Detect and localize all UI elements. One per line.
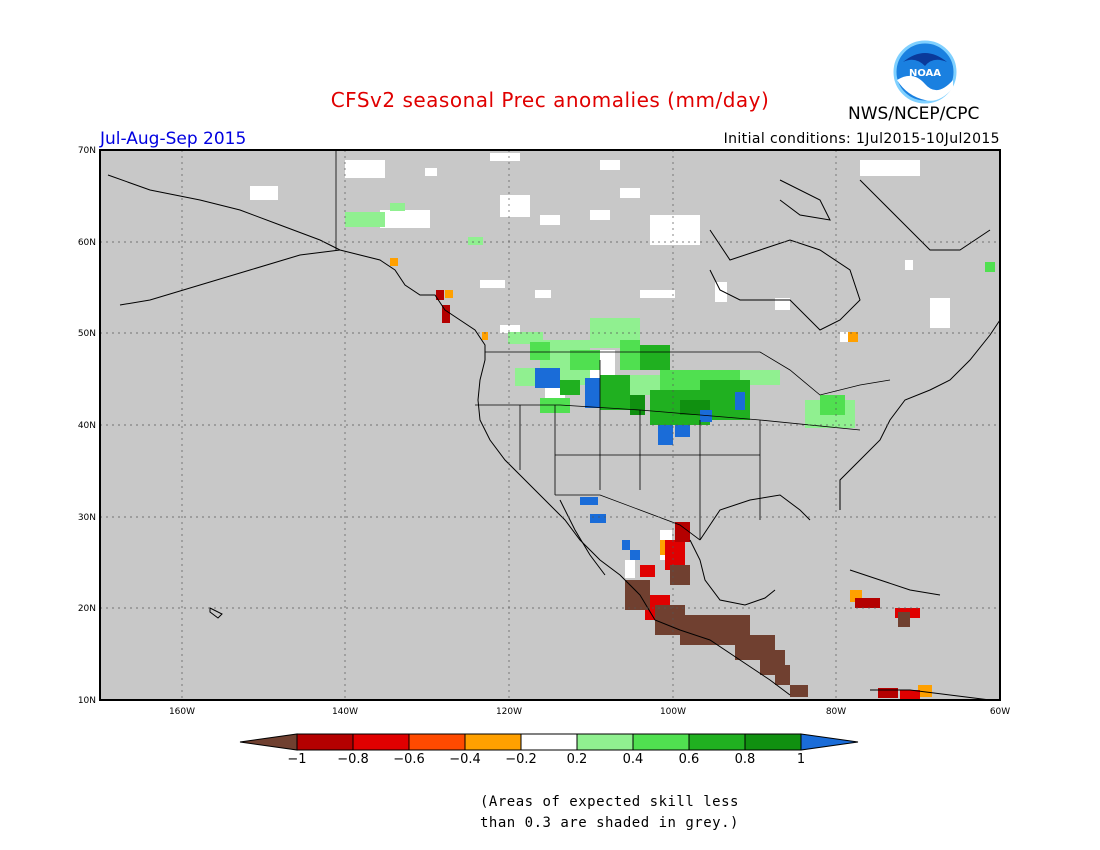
colorbar-tick: −0.4 xyxy=(449,752,481,767)
colorbar-segment xyxy=(632,733,690,751)
colorbar-tick: 0.2 xyxy=(566,752,588,767)
lat-label-30n: 30N xyxy=(78,513,96,523)
colorbar-segment xyxy=(576,733,634,751)
period-label: Jul-Aug-Sep 2015 xyxy=(100,129,247,149)
colorbar-high-arrow xyxy=(800,733,859,751)
logo-text: NOAA xyxy=(909,68,941,79)
lon-label-100w: 100W xyxy=(660,707,686,717)
negative-cells-darkred xyxy=(436,290,898,698)
lat-label-20n: 20N xyxy=(78,604,96,614)
colorbar-segment xyxy=(688,733,746,751)
lon-label-80w: 80W xyxy=(826,707,846,717)
colorbar-segment xyxy=(464,733,522,751)
light-green-cells xyxy=(345,203,855,428)
negative-cells-brown xyxy=(625,565,910,697)
lat-label-50n: 50N xyxy=(78,329,96,339)
noaa-logo-icon: NOAA xyxy=(893,40,957,104)
political-borders xyxy=(335,150,891,541)
colorbar-tick: 0.6 xyxy=(678,752,700,767)
colorbar-segment xyxy=(408,733,466,751)
colorbar-segment xyxy=(296,733,354,751)
lon-label-120w: 120W xyxy=(496,707,522,717)
grid-lines xyxy=(100,150,1000,700)
colorbar-tick: −0.8 xyxy=(337,752,369,767)
colorbar-tick: −0.2 xyxy=(505,752,537,767)
lon-label-60w: 60W xyxy=(990,707,1010,717)
colorbar-tick: 1 xyxy=(796,752,806,767)
footnote-line: than 0.3 are shaded in grey.) xyxy=(480,815,739,831)
lat-label-40n: 40N xyxy=(78,421,96,431)
high-positive-cells xyxy=(535,368,745,560)
colorbar-segment xyxy=(352,733,410,751)
footnote-line: (Areas of expected skill less xyxy=(480,794,739,810)
colorbar-segment xyxy=(744,733,802,751)
colorbar-tick: 0.4 xyxy=(622,752,644,767)
lon-label-140w: 140W xyxy=(332,707,358,717)
lat-label-60n: 60N xyxy=(78,238,96,248)
lat-label-70n: 70N xyxy=(78,146,96,156)
agency-label: NWS/NCEP/CPC xyxy=(848,104,980,124)
initial-conditions-label: Initial conditions: 1Jul2015-10Jul2015 xyxy=(723,131,1000,147)
lat-label-10n: 10N xyxy=(78,696,96,706)
lon-label-160w: 160W xyxy=(169,707,195,717)
colorbar-tick: 0.8 xyxy=(734,752,756,767)
colorbar-tick: −1 xyxy=(287,752,307,767)
colorbar xyxy=(239,733,859,751)
colorbar-low-arrow xyxy=(239,733,298,751)
map-title: CFSv2 seasonal Prec anomalies (mm/day) xyxy=(330,88,770,112)
colorbar-segment xyxy=(520,733,578,751)
colorbar-tick: −0.6 xyxy=(393,752,425,767)
skill-footnote: (Areas of expected skill less than 0.3 a… xyxy=(480,792,739,834)
coastlines xyxy=(107,174,1001,701)
